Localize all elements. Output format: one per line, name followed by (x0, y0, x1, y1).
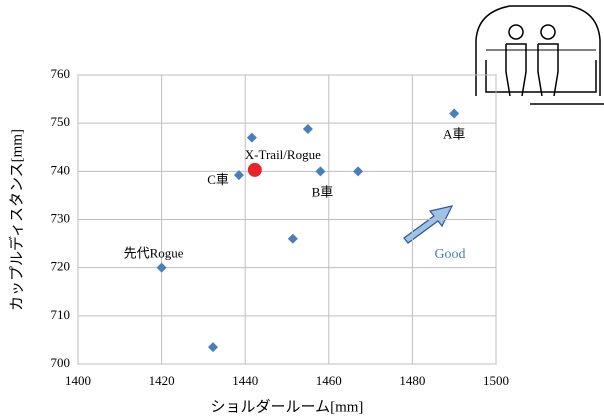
point (208, 342, 218, 352)
y-tick-label: 750 (51, 114, 71, 129)
y-tick-label: 720 (51, 259, 71, 274)
page: ショルダールーム[mm] カップルディスタンス[mm] Good 700 710 7… (0, 0, 604, 419)
point (157, 263, 167, 273)
x-axis-title: ショルダールーム[mm] (211, 398, 364, 415)
annotation: Good (434, 247, 465, 262)
good-arrow (404, 206, 452, 243)
point-label: C車 (207, 172, 229, 187)
point-label: X-Trail/Rogue (245, 147, 321, 162)
chart: ショルダールーム[mm] カップルディスタンス[mm] Good 700 710 7… (0, 0, 604, 419)
y-tick-label: 700 (51, 355, 71, 370)
point (247, 133, 257, 143)
y-tick-label: 740 (51, 162, 71, 177)
point (449, 109, 459, 119)
point (288, 234, 298, 244)
y-tick-label: 760 (51, 66, 71, 81)
y-tick-label: 710 (51, 307, 71, 322)
x-tick-label: 1480 (399, 373, 425, 388)
x-tick-label: 1400 (65, 373, 91, 388)
car-icon (476, 6, 604, 104)
point-label: 先代Rogue (124, 246, 184, 261)
y-tick-label: 730 (51, 210, 71, 225)
x-tick-label: 1440 (232, 373, 258, 388)
x-tick-label: 1500 (483, 373, 509, 388)
point-label: A車 (443, 127, 465, 142)
point (353, 166, 363, 176)
x-tick-label: 1460 (316, 373, 342, 388)
point (315, 166, 325, 176)
point (303, 124, 313, 134)
point-label: B車 (312, 184, 334, 199)
x-tick-label: 1420 (149, 373, 175, 388)
y-axis-title: カップルディスタンス[mm] (7, 129, 25, 311)
point (248, 163, 262, 177)
